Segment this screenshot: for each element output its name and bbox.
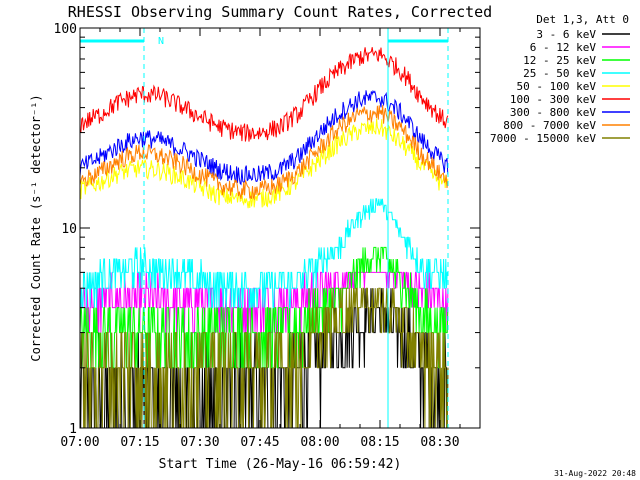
y-tick-label-2: 100	[54, 22, 77, 37]
series-line-3	[80, 198, 448, 309]
series-line-6	[79, 89, 449, 186]
legend-label-2: 12 - 25 keV	[523, 54, 596, 67]
legend-label-6: 300 - 800 keV	[510, 106, 596, 119]
series-line-7	[79, 105, 449, 201]
chart-title: RHESSI Observing Summary Count Rates, Co…	[68, 3, 492, 21]
legend-label-0: 3 - 6 keV	[536, 28, 596, 41]
series-line-4	[79, 118, 449, 209]
legend-label-5: 100 - 300 keV	[510, 93, 596, 106]
series-traces	[79, 47, 449, 429]
x-tick-label-2: 07:30	[180, 435, 219, 450]
legend-label-8: 7000 - 15000 keV	[490, 132, 596, 145]
series-line-8	[80, 287, 449, 429]
x-tick-label-4: 08:00	[300, 435, 339, 450]
x-tick-label-5: 08:15	[360, 435, 399, 450]
y-axis-label: Corrected Count Rate (s⁻¹ detector⁻¹)	[29, 94, 43, 361]
legend-label-7: 800 - 7000 keV	[503, 119, 596, 132]
x-tick-label-1: 07:15	[120, 435, 159, 450]
series-line-5	[79, 47, 449, 142]
flag-label-n: N	[158, 36, 164, 47]
series-line-1	[79, 271, 449, 334]
y-tick-label-1: 10	[61, 222, 77, 237]
legend-title: Det 1,3, Att 0	[536, 13, 629, 26]
x-axis-label: Start Time (26-May-16 06:59:42)	[159, 457, 402, 472]
x-tick-label-6: 08:30	[420, 435, 459, 450]
footer-date: 31-Aug-2022 20:48	[554, 469, 636, 478]
x-tick-label-3: 07:45	[240, 435, 279, 450]
y-tick-label-0: 1	[69, 422, 77, 437]
legend-label-3: 25 - 50 keV	[523, 67, 596, 80]
legend-label-1: 6 - 12 keV	[530, 41, 597, 54]
legend-label-4: 50 - 100 keV	[517, 80, 597, 93]
y-axis: 1 10 100	[54, 22, 480, 437]
x-tick-label-0: 07:00	[60, 435, 99, 450]
x-axis: 07:00 07:15 07:30 07:45 08:00 08:15 08:30	[60, 28, 481, 450]
